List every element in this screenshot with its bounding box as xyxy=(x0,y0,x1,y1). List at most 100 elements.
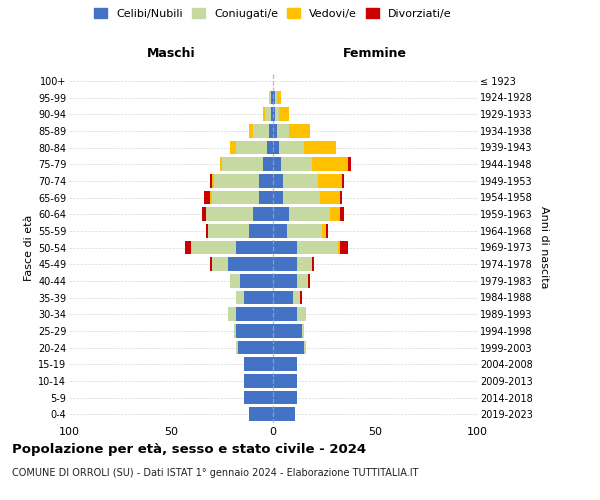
Text: COMUNE DI ORROLI (SU) - Dati ISTAT 1° gennaio 2024 - Elaborazione TUTTITALIA.IT: COMUNE DI ORROLI (SU) - Dati ISTAT 1° ge… xyxy=(12,468,419,477)
Bar xyxy=(326,224,328,237)
Bar xyxy=(230,140,236,154)
Bar xyxy=(273,290,293,304)
Bar xyxy=(269,90,271,104)
Bar xyxy=(202,208,206,221)
Bar xyxy=(244,374,273,388)
Bar xyxy=(273,158,281,171)
Bar xyxy=(273,240,298,254)
Bar xyxy=(236,340,238,354)
Bar xyxy=(340,240,349,254)
Bar xyxy=(273,408,295,421)
Bar xyxy=(273,324,302,338)
Bar xyxy=(248,408,273,421)
Bar xyxy=(340,190,343,204)
Bar xyxy=(206,224,208,237)
Bar xyxy=(212,190,259,204)
Bar xyxy=(275,90,277,104)
Bar xyxy=(299,290,302,304)
Bar xyxy=(228,258,273,271)
Bar xyxy=(234,324,236,338)
Bar xyxy=(271,108,273,121)
Bar xyxy=(298,258,312,271)
Bar xyxy=(298,308,305,321)
Bar xyxy=(191,240,236,254)
Bar xyxy=(185,240,191,254)
Bar xyxy=(273,274,298,287)
Text: Popolazione per età, sesso e stato civile - 2024: Popolazione per età, sesso e stato civil… xyxy=(12,442,366,456)
Bar xyxy=(236,324,273,338)
Bar xyxy=(230,274,241,287)
Bar xyxy=(236,140,267,154)
Bar xyxy=(298,240,338,254)
Bar xyxy=(208,224,248,237)
Bar xyxy=(263,158,273,171)
Y-axis label: Anni di nascita: Anni di nascita xyxy=(539,206,550,288)
Bar xyxy=(281,158,312,171)
Bar xyxy=(273,140,279,154)
Bar xyxy=(214,174,259,188)
Bar xyxy=(244,358,273,371)
Bar xyxy=(273,124,277,138)
Bar xyxy=(273,224,287,237)
Bar xyxy=(330,208,340,221)
Text: Femmine: Femmine xyxy=(343,47,407,60)
Bar xyxy=(259,190,273,204)
Bar xyxy=(343,174,344,188)
Bar xyxy=(289,208,330,221)
Bar xyxy=(273,258,298,271)
Bar xyxy=(273,358,298,371)
Bar xyxy=(238,340,273,354)
Bar xyxy=(222,158,263,171)
Bar xyxy=(273,108,275,121)
Bar xyxy=(349,158,350,171)
Bar xyxy=(267,140,273,154)
Bar xyxy=(203,190,210,204)
Bar xyxy=(298,274,308,287)
Bar xyxy=(277,124,289,138)
Legend: Celibi/Nubili, Coniugati/e, Vedovi/e, Divorziati/e: Celibi/Nubili, Coniugati/e, Vedovi/e, Di… xyxy=(92,6,454,21)
Bar xyxy=(289,124,310,138)
Bar xyxy=(279,108,289,121)
Bar xyxy=(248,124,253,138)
Bar xyxy=(248,224,273,237)
Bar xyxy=(312,258,314,271)
Bar xyxy=(271,90,273,104)
Bar xyxy=(338,240,340,254)
Bar xyxy=(259,174,273,188)
Bar xyxy=(244,390,273,404)
Bar xyxy=(293,290,299,304)
Bar xyxy=(283,174,318,188)
Bar xyxy=(269,124,273,138)
Bar xyxy=(210,258,212,271)
Bar xyxy=(312,158,349,171)
Bar xyxy=(304,340,305,354)
Bar xyxy=(220,158,222,171)
Bar xyxy=(236,290,244,304)
Bar xyxy=(340,208,344,221)
Bar xyxy=(253,208,273,221)
Bar xyxy=(273,190,283,204)
Bar xyxy=(320,190,340,204)
Bar xyxy=(210,190,212,204)
Bar xyxy=(241,274,273,287)
Bar xyxy=(263,108,265,121)
Bar xyxy=(212,258,228,271)
Bar xyxy=(308,274,310,287)
Bar xyxy=(206,208,253,221)
Text: Maschi: Maschi xyxy=(146,47,196,60)
Bar xyxy=(273,90,275,104)
Bar xyxy=(228,308,236,321)
Bar xyxy=(273,308,298,321)
Bar xyxy=(236,308,273,321)
Bar xyxy=(304,140,336,154)
Bar xyxy=(244,290,273,304)
Bar xyxy=(273,340,304,354)
Bar xyxy=(287,224,322,237)
Y-axis label: Fasce di età: Fasce di età xyxy=(23,214,34,280)
Bar xyxy=(253,124,269,138)
Bar xyxy=(236,240,273,254)
Bar xyxy=(322,224,326,237)
Bar xyxy=(277,90,281,104)
Bar xyxy=(279,140,304,154)
Bar xyxy=(212,174,214,188)
